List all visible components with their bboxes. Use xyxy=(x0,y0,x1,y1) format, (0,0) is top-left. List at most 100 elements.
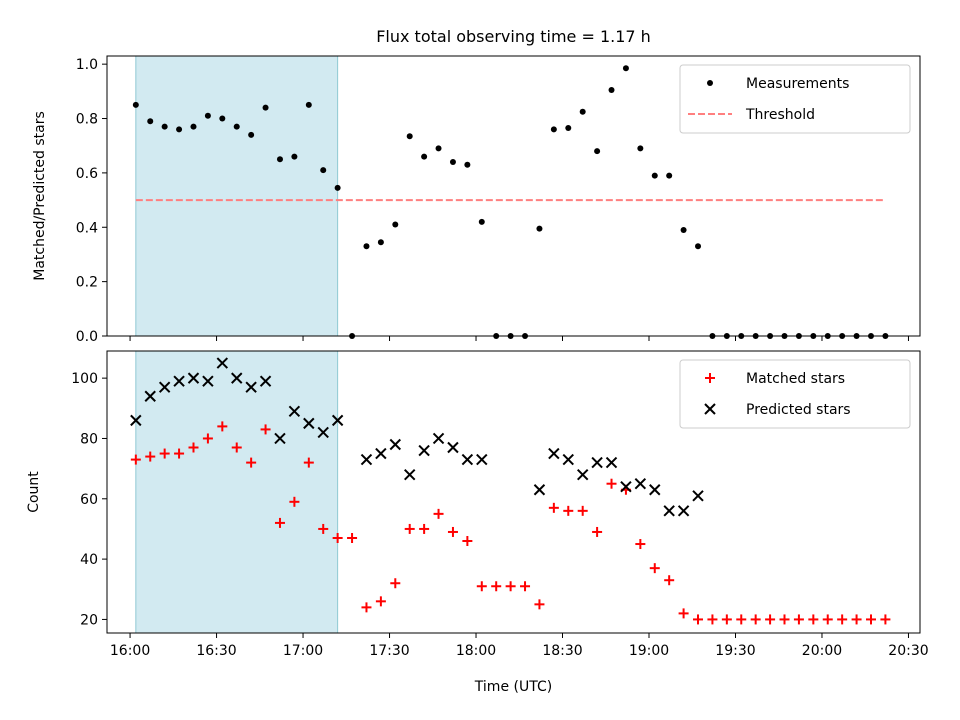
matched-point xyxy=(332,532,343,543)
measurement-point xyxy=(579,108,586,115)
chart-title: Flux total observing time = 1.17 h xyxy=(376,27,651,46)
measurement-point xyxy=(666,172,673,179)
predicted-point xyxy=(649,484,661,496)
matched-point xyxy=(390,578,401,589)
measurement-point xyxy=(176,126,183,133)
matched-point xyxy=(361,602,372,613)
observing-window-span xyxy=(135,55,339,337)
predicted-point xyxy=(418,444,430,457)
matched-point xyxy=(217,421,228,432)
matched-point xyxy=(880,614,891,625)
measurement-point xyxy=(550,126,557,133)
measurement-point xyxy=(406,133,413,140)
measurement-point xyxy=(464,161,471,168)
matched-point xyxy=(303,457,314,468)
predicted-point xyxy=(548,447,560,460)
predicted-point xyxy=(432,432,445,445)
measurement-point xyxy=(291,153,298,160)
predicted-point xyxy=(360,453,373,466)
measurement-point xyxy=(536,225,543,232)
y-ticks: 0.0 0.2 0.4 0.6 0.8 1.0 xyxy=(76,57,107,345)
matched-point xyxy=(750,614,761,625)
measurement-point xyxy=(276,156,283,163)
y-tick-label: 20 xyxy=(80,612,98,628)
x-tick-label: 20:00 xyxy=(802,643,842,659)
x-tick-label: 19:30 xyxy=(715,643,755,659)
matched-point xyxy=(462,536,473,547)
predicted-point xyxy=(634,477,647,490)
y-tick-label: 100 xyxy=(71,371,98,387)
x-tick-label: 18:00 xyxy=(456,643,496,659)
matched-point xyxy=(289,496,300,507)
legend-handle xyxy=(707,80,713,86)
measurement-point xyxy=(204,112,211,119)
predicted-point xyxy=(533,484,546,496)
x-tick-label: 20:30 xyxy=(888,643,928,659)
legend-box xyxy=(679,64,911,134)
y-tick-label: 0.6 xyxy=(76,166,98,182)
predicted-point xyxy=(389,438,402,451)
x-tick-label: 19:00 xyxy=(629,643,669,659)
matched-point xyxy=(534,599,545,610)
predicted-point xyxy=(259,375,272,387)
measurement-point xyxy=(219,115,226,122)
matched-point xyxy=(505,581,516,592)
matched-point xyxy=(130,454,141,465)
x-ticks xyxy=(129,336,909,341)
predicted-point xyxy=(620,481,632,493)
measurement-point xyxy=(320,167,327,174)
measurement-point xyxy=(190,123,197,130)
highlight-span xyxy=(135,350,339,634)
matched-point xyxy=(202,433,213,444)
predicted-point xyxy=(476,453,488,466)
predicted-point xyxy=(231,372,243,384)
y-tick-label: 60 xyxy=(80,492,98,508)
predicted-point xyxy=(331,414,344,427)
measurement-point xyxy=(132,101,139,108)
measurement-point xyxy=(334,184,341,191)
predicted-point xyxy=(562,453,574,466)
matched-point xyxy=(274,517,285,528)
predicted-point xyxy=(404,468,416,481)
legend-box xyxy=(679,359,911,429)
y-ticks: 20 40 60 80 100 xyxy=(71,371,107,628)
measurement-point xyxy=(233,123,240,130)
matched-point xyxy=(837,614,848,625)
x-tick-label: 16:00 xyxy=(110,643,150,659)
x-axis-label: Time (UTC) xyxy=(474,679,552,695)
measurement-point xyxy=(478,218,485,225)
predicted-point xyxy=(447,441,459,454)
legend-label: Matched stars xyxy=(746,371,845,387)
predicted-point xyxy=(317,426,329,439)
measurement-point xyxy=(637,145,644,152)
count-panel: 20 40 60 80 100 16:00 16:30 17:00 17:30 18:00 18:… xyxy=(26,350,929,695)
matched-point xyxy=(865,614,876,625)
predicted-point xyxy=(375,447,387,460)
predicted-point xyxy=(216,357,229,369)
matched-point xyxy=(231,442,242,453)
matched-point xyxy=(318,523,329,534)
measurement-point xyxy=(161,123,168,130)
y-tick-label: 0.0 xyxy=(76,329,98,345)
measurement-point xyxy=(651,172,658,179)
predicted-point xyxy=(591,456,603,469)
legend-label: Measurements xyxy=(746,76,849,92)
predicted-point xyxy=(144,390,156,402)
matched-point xyxy=(476,581,487,592)
matched-point xyxy=(808,614,819,625)
measurement-point xyxy=(565,125,572,132)
matched-point xyxy=(404,523,415,534)
legend-handle xyxy=(705,373,715,383)
predicted-point xyxy=(677,505,690,517)
legend-label: Predicted stars xyxy=(746,402,851,418)
matched-point xyxy=(635,539,646,550)
y-tick-label: 1.0 xyxy=(76,57,98,73)
matched-point xyxy=(736,614,747,625)
predicted-point xyxy=(288,405,301,418)
matched-point xyxy=(433,508,444,519)
y-tick-label: 0.8 xyxy=(76,112,98,128)
ratio-panel: 0.0 0.2 0.4 0.6 0.8 1.0 Flux total observing … xyxy=(32,27,921,345)
matched-point xyxy=(246,457,257,468)
matched-point xyxy=(721,614,732,625)
